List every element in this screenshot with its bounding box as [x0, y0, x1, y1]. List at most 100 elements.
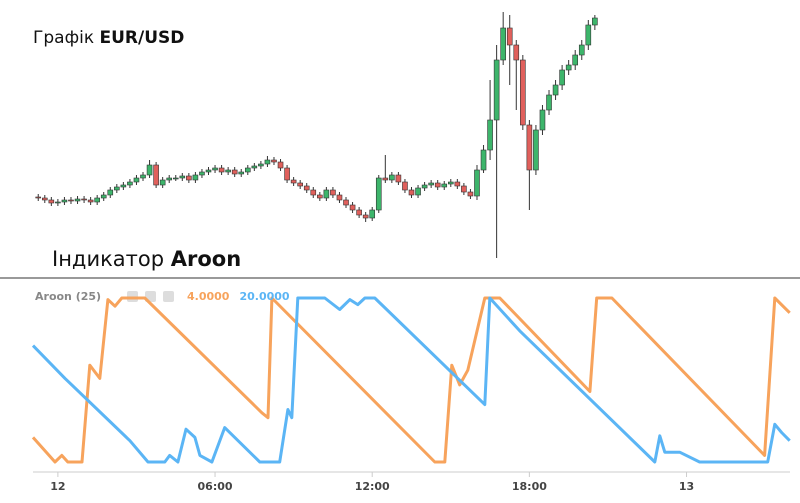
candle-body	[146, 164, 153, 176]
x-tick-label: 18:00	[512, 480, 547, 493]
candle-body	[461, 185, 467, 193]
aroon-line	[31, 296, 791, 464]
candle-body	[238, 171, 245, 175]
candle-body	[375, 177, 382, 211]
x-tick-label: 13	[679, 480, 694, 493]
candle-body	[218, 167, 225, 173]
candle-body	[100, 194, 107, 199]
candle-body	[572, 54, 579, 66]
candle-body	[585, 24, 592, 46]
candle-body	[297, 182, 303, 187]
candle-body	[212, 167, 218, 171]
title-prefix: Графік	[33, 28, 94, 48]
candle-body	[114, 186, 120, 191]
candle-body	[55, 201, 61, 204]
candle-body	[166, 177, 173, 181]
candle-body	[284, 167, 290, 181]
candle-body	[467, 191, 474, 197]
candle-body	[186, 175, 192, 181]
candle-body	[415, 187, 421, 196]
candle-body	[520, 59, 526, 126]
candle-body	[231, 169, 238, 175]
candle-body	[487, 119, 493, 151]
candle-body	[107, 189, 114, 196]
candle-body	[395, 174, 402, 183]
candle-body	[402, 181, 408, 191]
legend-entry: 20.0000	[239, 290, 289, 303]
candle-body	[120, 184, 127, 188]
candle-body	[330, 189, 336, 196]
candle-body	[389, 174, 395, 181]
candle-body	[192, 174, 199, 181]
candle-body	[480, 149, 487, 171]
candle-body	[153, 164, 159, 186]
candle-body	[356, 209, 362, 216]
candle-body	[133, 177, 140, 183]
candle-body	[244, 167, 251, 173]
candle-body	[592, 17, 598, 26]
candle-body	[336, 194, 343, 201]
candle-body	[81, 198, 87, 201]
x-tick-label: 12	[50, 480, 65, 493]
candle-body	[41, 197, 48, 201]
candle-body	[205, 169, 212, 173]
candle-body	[539, 109, 546, 131]
candle-body	[310, 189, 317, 196]
candle-body	[140, 174, 146, 179]
candle-body	[362, 214, 369, 219]
chart-title: Графік EUR/USD	[33, 28, 184, 48]
candle-body	[277, 161, 284, 169]
x-tick-label: 06:00	[198, 480, 233, 493]
aroon-line	[31, 296, 791, 464]
close-icon[interactable]	[163, 291, 174, 302]
candle-body	[179, 175, 186, 179]
candle-body	[290, 179, 297, 184]
indicator-label: Aroon (25)	[35, 290, 101, 303]
candle-body	[513, 44, 520, 61]
candle-body	[349, 204, 356, 211]
candle-body	[61, 199, 68, 203]
candle-body	[264, 159, 271, 165]
candle-body	[526, 124, 533, 171]
candle-body	[48, 199, 55, 204]
indicator-title: Індикатор Aroon	[52, 247, 241, 271]
candle-body	[369, 209, 376, 219]
candle-body	[94, 197, 100, 203]
candle-body	[343, 199, 349, 206]
candle-body	[434, 182, 441, 188]
candle-body	[74, 198, 81, 202]
candle-body	[159, 179, 166, 186]
x-tick-label: 12:00	[355, 480, 390, 493]
candle-body	[428, 182, 434, 186]
candle-body	[552, 84, 559, 96]
candle-body	[447, 181, 454, 185]
candle-body	[127, 181, 133, 186]
candle-body	[546, 94, 552, 111]
indicator-prefix: Індикатор	[52, 247, 164, 271]
candle-body	[533, 129, 539, 171]
aroon-chart: 12 06:00 12:00 18:00 13 4.0000 20.0000	[31, 290, 791, 493]
candle-body	[68, 199, 74, 202]
candle-body	[317, 194, 323, 199]
candle-body	[87, 199, 94, 203]
indicator-name: Aroon	[171, 247, 241, 271]
candle-body	[474, 169, 480, 197]
candle-body	[408, 189, 415, 196]
candle-body	[323, 189, 330, 199]
candle-body	[500, 27, 506, 61]
legend-entry: 4.0000	[187, 290, 230, 303]
candle-body	[454, 181, 461, 187]
candle-body	[578, 44, 585, 56]
candle-body	[271, 159, 277, 163]
candle-body	[559, 69, 565, 86]
candle-body	[441, 183, 448, 188]
candle-body	[172, 177, 179, 180]
candle-body	[199, 171, 205, 176]
candle-body	[421, 184, 428, 189]
candle-body	[258, 163, 264, 167]
candle-body	[565, 64, 572, 71]
candle-body	[493, 59, 500, 121]
symbol: EUR/USD	[100, 28, 185, 48]
candle-body	[251, 165, 258, 169]
